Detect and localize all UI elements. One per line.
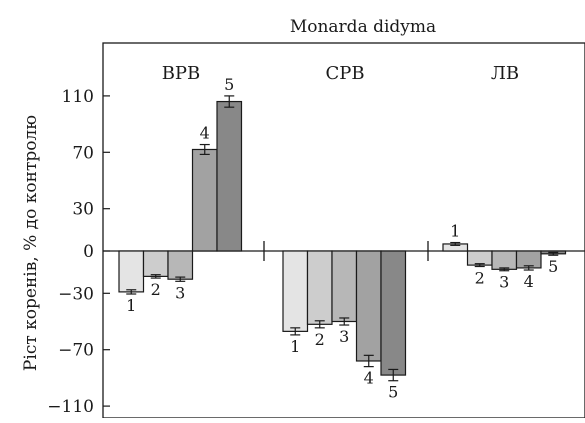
bar-3-3 — [491, 250, 518, 270]
bar-2-5 — [380, 250, 407, 376]
bar-2-4 — [355, 250, 382, 362]
bar-number-label: 2 — [315, 330, 325, 349]
bar-number-label: 5 — [388, 383, 398, 402]
y-axis-title: Ріст коренів, % до контролю — [21, 115, 41, 371]
plot-frame — [102, 42, 585, 419]
bar-number-label: 4 — [364, 369, 374, 388]
y-tick-label: 0 — [83, 242, 94, 262]
bar-1-4 — [191, 148, 218, 252]
bar-number-label: 5 — [548, 257, 558, 276]
group-label: СРВ — [325, 63, 364, 84]
bar-2-3 — [331, 250, 358, 323]
group-label: ЛВ — [491, 63, 519, 84]
bar-2-1 — [282, 250, 309, 332]
y-tick-label: −70 — [58, 341, 94, 361]
bar-number-label: 2 — [475, 269, 485, 288]
group-labels: ВРВ СРВ ЛВ — [162, 63, 519, 84]
y-tick-label: −110 — [47, 397, 94, 417]
bar-number-label: 3 — [499, 273, 509, 292]
y-tick-label: −30 — [58, 284, 94, 304]
y-tick-label: 30 — [72, 200, 94, 220]
bar-number-label: 3 — [339, 327, 349, 346]
chart-title: Monarda didyma — [290, 17, 436, 37]
bar-1-1 — [118, 250, 145, 293]
bar-2-2 — [306, 250, 333, 325]
y-tick-label: 70 — [72, 143, 94, 163]
bar-3-2 — [466, 250, 493, 266]
bar-1-5 — [216, 100, 243, 252]
y-axis: 110 70 30 0 −30 −70 −110 — [47, 87, 110, 417]
bar-number-label: 5 — [224, 75, 234, 94]
bar-number-label: 1 — [290, 337, 300, 356]
y-tick-label: 110 — [62, 87, 94, 107]
bar-number-label: 2 — [151, 280, 161, 299]
bar-number-label: 4 — [524, 272, 534, 291]
bar-number-label: 4 — [200, 124, 210, 143]
bar-number-label: 1 — [126, 296, 136, 315]
bar-1-2 — [142, 250, 169, 277]
group-separators — [263, 241, 429, 261]
bar-number-label: 1 — [450, 222, 460, 241]
bar-number-label: 3 — [175, 283, 185, 302]
bar-1-3 — [167, 250, 194, 280]
group-label: ВРВ — [162, 63, 201, 84]
